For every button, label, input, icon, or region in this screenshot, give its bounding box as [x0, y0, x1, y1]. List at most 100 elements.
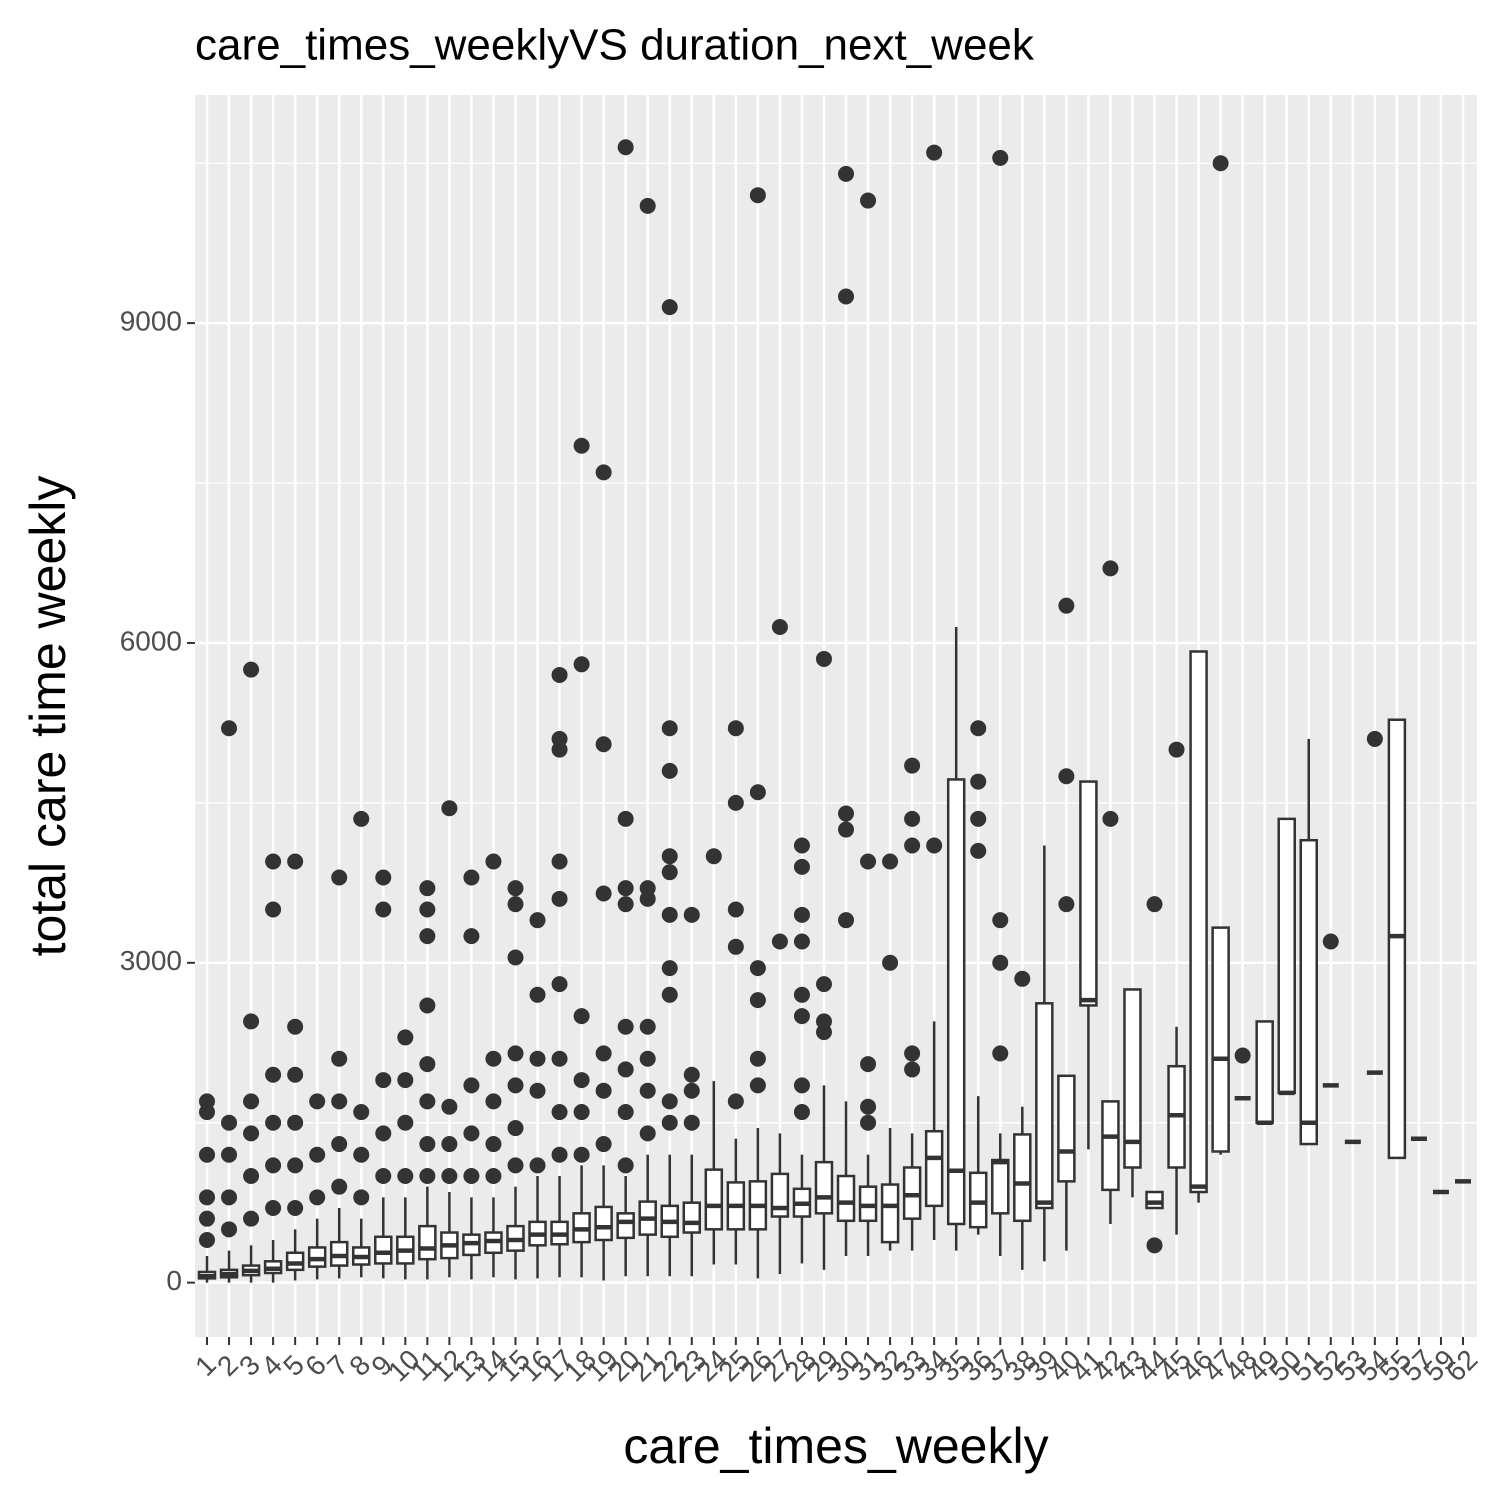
outlier — [793, 837, 810, 854]
box — [814, 1160, 834, 1215]
chart-title: care_times_weeklyVS duration_next_week — [195, 21, 1035, 70]
outlier — [353, 1104, 370, 1121]
box — [1211, 926, 1230, 1153]
outlier — [309, 1189, 326, 1206]
outlier — [1058, 896, 1075, 913]
outlier — [551, 1146, 568, 1163]
outlier — [375, 901, 392, 918]
box — [704, 1168, 724, 1231]
outlier — [221, 720, 238, 737]
box — [1013, 1133, 1032, 1223]
outlier — [992, 149, 1009, 166]
outlier — [749, 784, 766, 801]
outlier — [661, 1114, 678, 1131]
outlier — [815, 650, 832, 667]
outlier — [595, 1082, 612, 1099]
outlier — [617, 139, 634, 156]
outlier — [243, 1168, 260, 1185]
outlier — [485, 1168, 502, 1185]
outlier — [485, 853, 502, 870]
outlier — [749, 1050, 766, 1067]
outlier — [265, 1157, 282, 1174]
outlier — [507, 1077, 524, 1094]
outlier — [661, 960, 678, 977]
outlier — [419, 1056, 436, 1073]
y-tick-label: 0 — [166, 1265, 182, 1296]
outlier — [375, 869, 392, 886]
outlier — [463, 928, 480, 945]
outlier — [1058, 597, 1075, 614]
outlier — [1212, 155, 1229, 172]
outlier — [243, 661, 260, 678]
outlier — [309, 1093, 326, 1110]
panel — [195, 95, 1477, 1337]
outlier — [199, 1146, 215, 1163]
outlier — [661, 848, 678, 865]
outlier — [353, 1146, 370, 1163]
box — [418, 1224, 437, 1261]
outlier — [992, 954, 1009, 971]
outlier — [661, 986, 678, 1003]
outlier — [617, 880, 634, 897]
outlier — [331, 1093, 348, 1110]
outlier — [639, 1082, 656, 1099]
outlier — [221, 1114, 238, 1131]
outlier — [573, 1008, 590, 1025]
outlier — [419, 997, 436, 1014]
outlier — [419, 1168, 436, 1185]
outlier — [595, 1045, 612, 1062]
box — [946, 778, 966, 1226]
outlier — [838, 165, 855, 182]
outlier — [551, 890, 568, 907]
outlier — [287, 853, 304, 870]
outlier — [749, 1077, 766, 1094]
x-axis-label: care_times_weekly — [623, 1418, 1048, 1474]
outlier — [683, 1066, 700, 1083]
outlier — [199, 1189, 215, 1206]
outlier — [573, 1104, 590, 1121]
outlier — [419, 1093, 436, 1110]
outlier — [617, 1104, 634, 1121]
outlier — [595, 736, 612, 753]
outlier — [573, 1072, 590, 1089]
outlier — [1058, 768, 1075, 785]
outlier — [507, 1157, 524, 1174]
outlier — [661, 906, 678, 923]
outlier — [617, 1061, 634, 1078]
outlier — [860, 1056, 877, 1073]
outlier — [595, 1136, 612, 1153]
outlier — [331, 869, 348, 886]
outlier — [221, 1221, 238, 1238]
outlier — [419, 928, 436, 945]
y-tick-label: 3000 — [120, 945, 182, 976]
outlier — [749, 960, 766, 977]
outlier — [485, 1050, 502, 1067]
outlier — [639, 1050, 656, 1067]
outlier — [815, 976, 832, 993]
outlier — [1366, 730, 1383, 747]
outlier — [617, 1018, 634, 1035]
outlier — [419, 901, 436, 918]
outlier — [838, 912, 855, 929]
outlier — [331, 1136, 348, 1153]
outlier — [838, 821, 855, 838]
outlier — [529, 1050, 546, 1067]
outlier — [771, 933, 788, 950]
outlier — [860, 1098, 877, 1115]
outlier — [639, 880, 656, 897]
outlier — [551, 1104, 568, 1121]
outlier — [705, 848, 722, 865]
outlier — [970, 810, 987, 827]
outlier — [727, 938, 744, 955]
outlier — [243, 1093, 260, 1110]
outlier — [485, 1093, 502, 1110]
outlier — [727, 1093, 744, 1110]
outlier — [793, 906, 810, 923]
outlier — [199, 1093, 215, 1110]
outlier — [265, 1066, 282, 1083]
outlier — [287, 1066, 304, 1083]
outlier — [1168, 741, 1185, 758]
outlier — [617, 810, 634, 827]
outlier — [507, 949, 524, 966]
outlier — [1322, 933, 1339, 950]
